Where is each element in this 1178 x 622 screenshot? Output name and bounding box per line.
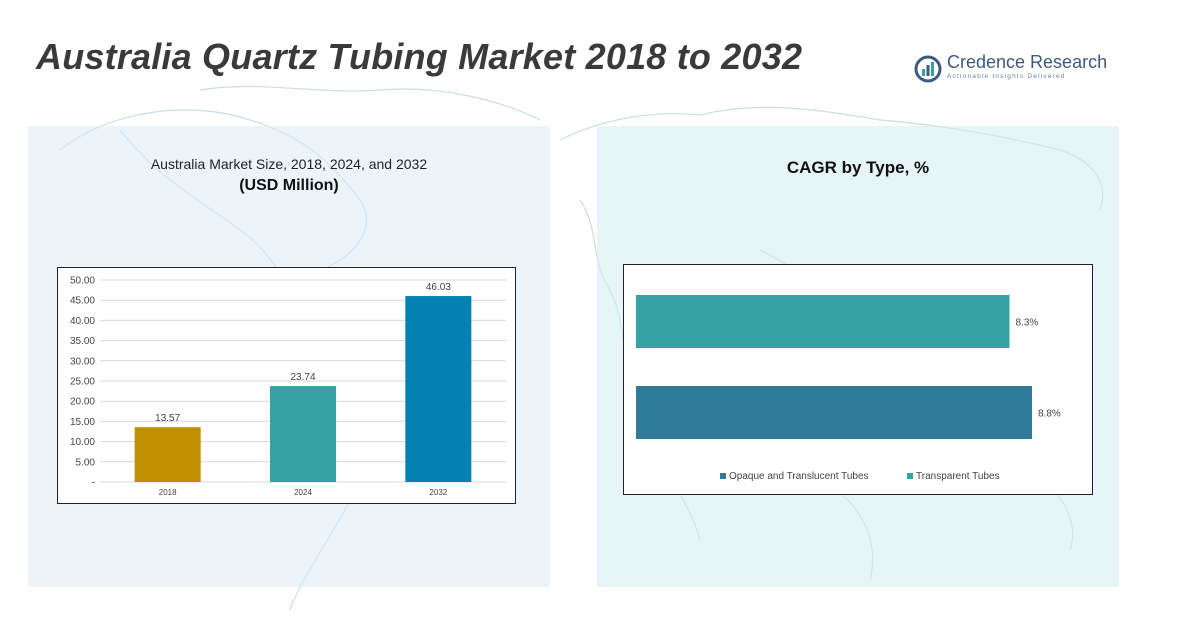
y-tick-label: 20.00 (70, 397, 95, 408)
legend-label: Transparent Tubes (916, 471, 1000, 482)
y-tick-label: 40.00 (70, 316, 95, 327)
y-tick-label: 30.00 (70, 356, 95, 367)
bar-value-label: 46.03 (426, 282, 451, 293)
logo: Credence Research Actionable Insights De… (914, 52, 1108, 88)
hbar-transparent-tubes (636, 295, 1010, 348)
cagr-title: CAGR by Type, % (786, 158, 930, 177)
y-tick-label: 15.00 (70, 417, 95, 428)
legend-swatch (720, 473, 726, 479)
hbar-value-label: 8.8% (1038, 409, 1061, 420)
x-tick-label: 2032 (429, 488, 447, 497)
bar-2032 (405, 296, 472, 482)
bar-2024 (270, 386, 336, 482)
y-tick-label: - (92, 478, 95, 489)
market-size-subtitle: (USD Million) (239, 177, 339, 194)
y-tick-label: 25.00 (70, 377, 95, 388)
bar-2018 (134, 427, 201, 482)
y-tick-label: 10.00 (70, 437, 95, 448)
y-tick-label: 45.00 (70, 296, 95, 307)
bar-value-label: 23.74 (290, 372, 315, 383)
logo-tagline: Actionable Insights Delivered (947, 73, 1066, 80)
y-tick-label: 5.00 (76, 457, 96, 468)
y-tick-label: 50.00 (70, 276, 95, 287)
cagr-chart: 8.3% 8.8% Opaque and Translucent Tubes Tran… (623, 264, 1093, 495)
hbar-value-label: 8.3% (1016, 318, 1039, 329)
market-size-title: Australia Market Size, 2018, 2024, and 2… (150, 156, 428, 172)
legend-label: Opaque and Translucent Tubes (729, 471, 869, 482)
hbar-opaque-and-translucent-tubes (636, 386, 1032, 439)
market-size-chart-svg: - 5.00 10.00 15.00 20.00 25.00 30.00 35.00 40.00… (70, 276, 506, 497)
x-tick-label: 2024 (294, 488, 312, 497)
y-tick-label: 35.00 (70, 336, 95, 347)
logo-name: Credence Research (947, 52, 1108, 72)
page-title: Australia Quartz Tubing Market 2018 to 2… (36, 36, 803, 77)
cagr-chart-svg: 8.3% 8.8% Opaque and Translucent Tubes Tran… (636, 295, 1061, 482)
legend-swatch (907, 473, 913, 479)
x-tick-label: 2018 (159, 488, 177, 497)
logo-icon (914, 55, 942, 83)
bar-value-label: 13.57 (155, 413, 180, 424)
market-size-chart: - 5.00 10.00 15.00 20.00 25.00 30.00 35.00 40.00… (57, 267, 516, 504)
